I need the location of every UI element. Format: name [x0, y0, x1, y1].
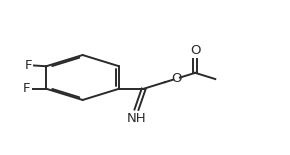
Text: NH: NH: [127, 112, 146, 124]
Text: O: O: [190, 44, 200, 57]
Text: F: F: [23, 82, 30, 95]
Text: F: F: [24, 59, 32, 72]
Text: O: O: [171, 72, 182, 85]
